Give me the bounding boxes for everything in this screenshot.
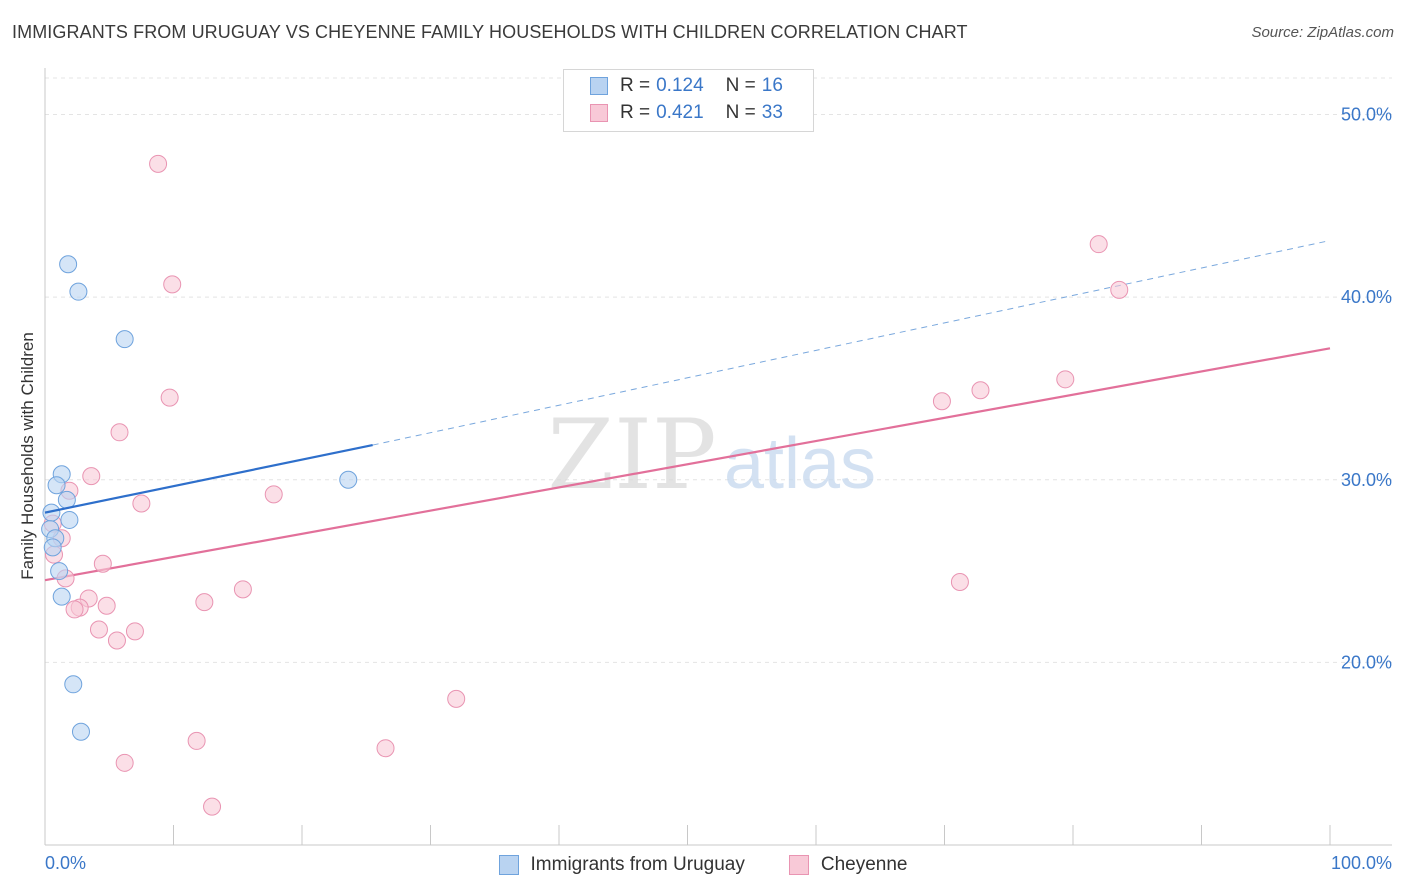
- legend-item-cheyenne[interactable]: Cheyenne: [788, 854, 908, 876]
- point-cheyenne: [110, 423, 129, 442]
- point-cheyenne: [65, 600, 84, 619]
- point-cheyenne: [82, 467, 101, 486]
- point-cheyenne: [1056, 370, 1075, 389]
- n-label: N =: [725, 75, 756, 96]
- point-cheyenne: [1110, 280, 1129, 299]
- axes: [44, 68, 1392, 846]
- data-points: [41, 154, 1129, 816]
- point-uruguay: [59, 255, 78, 274]
- n-label: N =: [725, 102, 756, 123]
- r-label: R =: [620, 102, 651, 123]
- point-cheyenne: [163, 275, 182, 294]
- point-cheyenne: [195, 593, 214, 612]
- point-cheyenne: [950, 573, 969, 592]
- source-label: Source: ZipAtlas.com: [1251, 24, 1394, 41]
- legend-label-cheyenne: Cheyenne: [820, 854, 908, 875]
- point-cheyenne: [115, 753, 134, 772]
- point-cheyenne: [932, 392, 951, 411]
- point-cheyenne: [376, 739, 395, 758]
- point-cheyenne: [1089, 235, 1108, 254]
- point-cheyenne: [149, 154, 168, 173]
- chart-title: IMMIGRANTS FROM URUGUAY VS CHEYENNE FAMI…: [12, 22, 968, 42]
- legend-swatch-cheyenne: [590, 104, 608, 122]
- point-cheyenne: [107, 631, 126, 650]
- x-tick-label-max: 100.0%: [1331, 853, 1392, 873]
- correlation-legend: R = 0.124 N = 16 R = 0.421 N = 33: [563, 69, 814, 132]
- point-uruguay: [71, 722, 90, 741]
- r-label: R =: [620, 75, 651, 96]
- legend-swatch-uruguay: [498, 855, 519, 875]
- n-value-uruguay: 16: [761, 75, 783, 96]
- point-cheyenne: [132, 494, 151, 513]
- trend-line-cheyenne: [44, 347, 1331, 582]
- x-tick-label-min: 0.0%: [45, 853, 86, 873]
- legend-item-uruguay[interactable]: Immigrants from Uruguay: [498, 854, 745, 876]
- y-tick-label: 20.0%: [1341, 652, 1392, 672]
- point-uruguay: [115, 330, 134, 349]
- y-axis-label: Family Households with Children: [18, 332, 37, 580]
- point-cheyenne: [89, 620, 108, 639]
- point-uruguay: [43, 538, 62, 557]
- point-cheyenne: [203, 797, 222, 816]
- watermark-zip: ZIP: [547, 399, 716, 511]
- point-cheyenne: [187, 731, 206, 750]
- legend-label-uruguay: Immigrants from Uruguay: [530, 854, 745, 875]
- series-legend: Immigrants from Uruguay Cheyenne: [0, 852, 1406, 878]
- tick-labels: 20.0% 30.0% 40.0% 50.0% 0.0% 100.0%: [45, 105, 1392, 873]
- point-cheyenne: [447, 689, 466, 708]
- point-uruguay: [60, 510, 79, 529]
- point-uruguay: [339, 470, 358, 489]
- y-tick-label: 50.0%: [1341, 105, 1392, 125]
- n-value-cheyenne: 33: [761, 102, 783, 123]
- point-cheyenne: [97, 596, 116, 615]
- trend-line-uruguay-extended: [372, 240, 1331, 446]
- point-cheyenne: [264, 485, 283, 504]
- watermark-atlas: atlas: [724, 424, 876, 504]
- r-value-uruguay: 0.124: [656, 75, 704, 96]
- r-value-cheyenne: 0.421: [656, 102, 704, 123]
- trend-line-uruguay: [44, 443, 373, 514]
- trend-lines: [44, 240, 1331, 582]
- legend-row-uruguay: R = 0.124 N = 16: [590, 74, 783, 98]
- grid-lines: [45, 77, 1392, 663]
- point-cheyenne: [93, 554, 112, 573]
- y-tick-label: 40.0%: [1341, 287, 1392, 307]
- point-uruguay: [50, 562, 69, 581]
- point-cheyenne: [125, 622, 144, 641]
- point-cheyenne: [233, 580, 252, 599]
- point-cheyenne: [971, 381, 990, 400]
- point-cheyenne: [160, 388, 179, 407]
- point-uruguay: [64, 675, 83, 694]
- point-uruguay: [47, 476, 66, 495]
- point-uruguay: [52, 587, 71, 606]
- y-tick-label: 30.0%: [1341, 470, 1392, 490]
- legend-row-cheyenne: R = 0.421 N = 33: [590, 101, 783, 125]
- legend-swatch-uruguay: [590, 77, 608, 95]
- point-uruguay: [69, 282, 88, 301]
- legend-swatch-cheyenne: [788, 855, 809, 875]
- watermark: ZIP atlas: [547, 399, 876, 511]
